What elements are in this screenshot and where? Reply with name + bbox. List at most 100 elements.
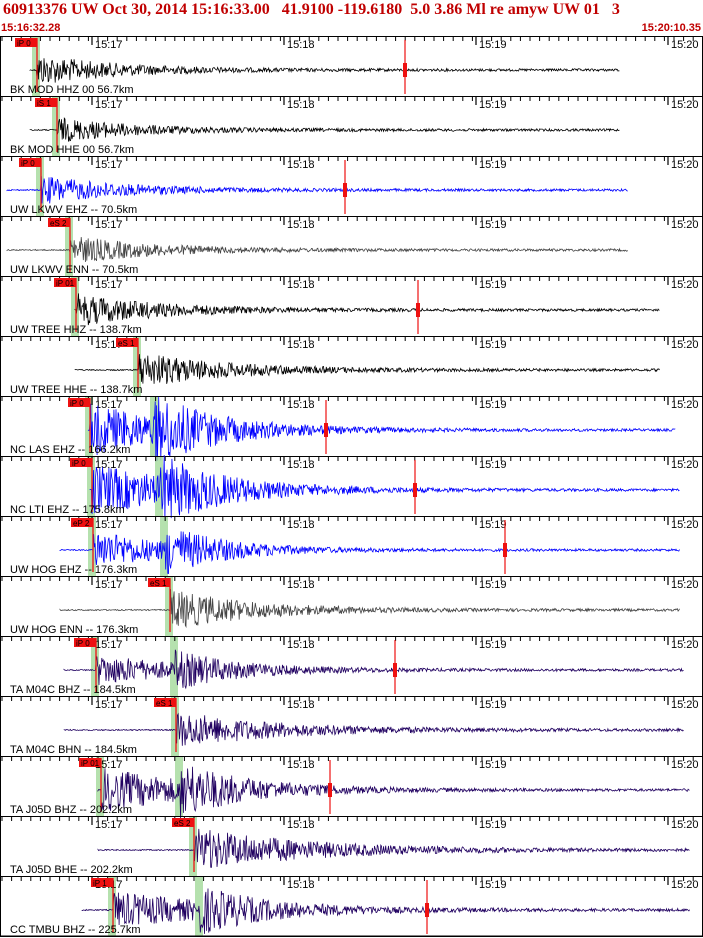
trace-row[interactable]: 15:17 15:18 15:19 15:20 eS 2 TA J05D BHE -- 2… [0,816,703,877]
pick-window [88,517,96,576]
minute-label: 15:19 [479,519,507,531]
phase-pick[interactable]: eS 1 [116,338,139,392]
pick-window [108,877,116,936]
pick-label: iS 1 [37,99,51,108]
minute-label: 15:18 [287,279,315,291]
pick-window [85,397,93,456]
channel-label: BK MOD HHE 00 56.7km [10,144,134,156]
pick-flag [48,218,70,227]
pick-flag [70,458,92,467]
waveform [81,888,690,934]
minute-label: 15:19 [479,39,507,51]
phase-pick[interactable]: eS 2 [172,818,195,872]
pick-label: iP 1 [93,879,107,888]
pick-flag [148,578,170,587]
pick-flag [68,398,90,407]
minute-label: 15:20 [671,879,699,891]
trace-row[interactable]: 15:17 15:18 15:19 15:20 iP 0 BK MOD HHZ 00 56… [0,36,703,97]
minute-label: 15:19 [479,759,507,771]
channel-label: UW HOG ENN -- 176.3km [10,624,138,636]
pick-label: eP 2 [73,519,90,528]
minute-label: 15:17 [95,759,123,771]
channel-label: UW HOG EHZ -- 176.3km [10,564,137,576]
pick-window [65,217,73,276]
pick-window [36,157,44,216]
phase-pick[interactable]: iP 0 [15,38,38,92]
waveform [74,354,660,384]
minute-label: 15:18 [287,399,315,411]
amplitude-marker-box [416,303,420,317]
minute-label: 15:18 [287,219,315,231]
minute-label: 15:20 [671,159,699,171]
seismogram-panel[interactable]: 15:17 15:18 15:19 15:20 iP 0 BK MOD HHZ 00 56… [0,36,703,938]
pick-label: iP 0 [72,459,86,468]
phase-pick[interactable]: eS 2 [48,218,71,272]
waveform [29,58,620,83]
pick-window [87,457,95,516]
phase-pick[interactable]: iP 01 [54,278,77,332]
minute-label: 15:17 [95,99,123,111]
trace-row[interactable]: 15:17 15:18 15:19 15:20 iP 0 NC LTI EHZ -- 17… [0,454,703,521]
amplitude-marker-box [503,543,507,557]
phase-pick[interactable]: iS 1 [35,98,58,152]
amplitude-marker-box [425,903,429,917]
trace-row[interactable]: 15:17 15:18 15:19 15:20 iS 1 BK MOD HHE 00 56… [0,96,703,157]
waveform [74,293,660,326]
channel-label: NC LTI EHZ -- 175.8km [10,504,125,516]
amplitude-marker-box [393,663,397,677]
pick-flag [91,878,113,887]
minute-label: 15:20 [671,399,699,411]
minute-label: 15:17 [95,279,123,291]
channel-label: UW TREE HHZ -- 138.7km [10,324,142,336]
trace-row[interactable]: 15:17 15:18 15:19 15:20 iP 01 UW TREE HHZ -- … [0,276,703,337]
minute-label: 15:17 [95,699,123,711]
phase-pick[interactable]: iP 0 [68,398,91,452]
phase-pick[interactable]: iP 1 [91,878,114,932]
trace-row[interactable]: 15:17 15:18 15:19 15:20 iP 0 TA M04C BHZ -- 1… [0,636,703,697]
phase-pick[interactable]: iP 0 [70,458,93,512]
trace-row[interactable]: 15:17 15:18 15:19 15:20 iP 0 NC LAS EHZ -- 16… [0,396,703,462]
minute-label: 15:17 [95,399,123,411]
trace-row[interactable]: 15:17 15:18 15:19 15:20 eS 1 UW TREE HHE -- 1… [0,336,703,397]
pick-label: iP 0 [21,159,35,168]
amplitude-marker-box [324,423,328,437]
start-time-label: 15:16:32.28 [1,22,61,34]
minute-label: 15:19 [479,99,507,111]
phase-pick[interactable]: eS 1 [148,578,171,632]
trace-row[interactable]: 15:17 15:18 15:19 15:20 eS 1 TA M04C BHN -- 1… [0,696,703,757]
minute-label: 15:17 [95,459,123,471]
trace-row[interactable]: 15:17 15:18 15:19 15:20 eS 1 UW HOG ENN -- 17… [0,576,703,637]
trace-row[interactable]: 15:17 15:18 15:19 15:20 iP 0 UW LKWV EHZ -- 7… [0,156,703,217]
channel-label: TA M04C BHZ -- 184.5km [10,684,136,696]
waveform [59,589,680,629]
pick-label: iP 0 [70,399,84,408]
waveform [6,176,628,204]
pick-flag [172,818,194,827]
trace-row[interactable]: 15:17 15:18 15:19 15:20 eS 2 UW LKWV ENN -- 7… [0,216,703,277]
pick-label: eS 1 [150,579,167,588]
pick-window [71,277,79,336]
minute-label: 15:18 [287,459,315,471]
phase-pick[interactable]: iP 01 [79,758,102,812]
event-title: 60913376 UW Oct 30, 2014 15:16:33.00 41.… [3,1,620,18]
pick-flag [54,278,76,287]
phase-pick[interactable]: iP 0 [74,638,97,692]
pick-label: iP 0 [76,639,90,648]
minute-label: 15:19 [479,639,507,651]
trace-row[interactable]: 15:17 15:18 15:19 15:20 eP 2 UW HOG EHZ -- 17… [0,516,703,577]
channel-label: TA M04C BHN -- 184.5km [10,744,137,756]
minute-label: 15:20 [671,219,699,231]
pick-window [150,397,158,456]
waveform [89,454,680,521]
channel-label: UW LKWV ENN -- 70.5km [10,264,138,276]
amplitude-marker-box [343,183,347,197]
pick-flag [74,638,96,647]
pick-window [160,517,168,576]
minute-label: 15:17 [95,819,123,831]
phase-pick[interactable]: eP 2 [71,518,94,572]
phase-pick[interactable]: eS 1 [154,698,177,752]
event-header: 60913376 UW Oct 30, 2014 15:16:33.00 41.… [0,0,703,36]
phase-pick[interactable]: iP 0 [19,158,42,212]
trace-row[interactable]: 15:17 15:18 15:19 15:20 iP 01 TA J05D BHZ -- … [0,756,703,820]
